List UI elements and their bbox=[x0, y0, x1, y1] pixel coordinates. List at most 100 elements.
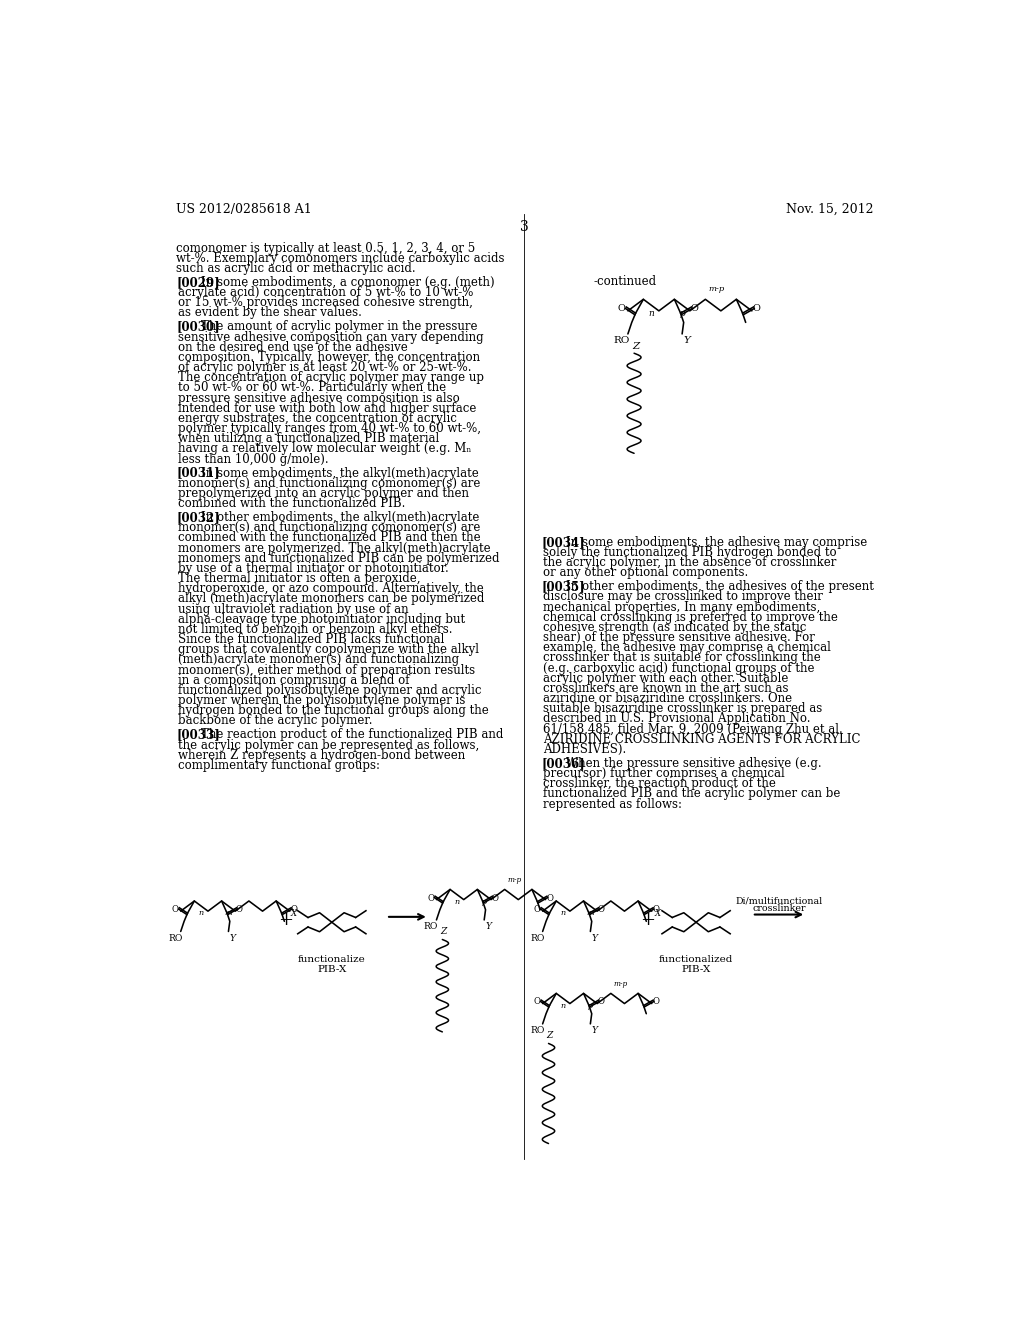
Text: crosslinker, the reaction product of the: crosslinker, the reaction product of the bbox=[543, 777, 775, 791]
Text: on the desired end use of the adhesive: on the desired end use of the adhesive bbox=[177, 341, 408, 354]
Text: The thermal initiator is often a peroxide,: The thermal initiator is often a peroxid… bbox=[177, 572, 420, 585]
Text: pressure sensitive adhesive composition is also: pressure sensitive adhesive composition … bbox=[177, 392, 460, 404]
Text: In some embodiments, the alkyl(meth)acrylate: In some embodiments, the alkyl(meth)acry… bbox=[201, 466, 478, 479]
Text: wherein Z represents a hydrogen-bond between: wherein Z represents a hydrogen-bond bet… bbox=[177, 748, 465, 762]
Text: wt-%. Exemplary comonomers include carboxylic acids: wt-%. Exemplary comonomers include carbo… bbox=[176, 252, 505, 265]
Text: polymer wherein the polyisobutylene polymer is: polymer wherein the polyisobutylene poly… bbox=[177, 694, 465, 708]
Text: monomers are polymerized. The alkyl(meth)acrylate: monomers are polymerized. The alkyl(meth… bbox=[177, 541, 490, 554]
Text: Z: Z bbox=[440, 927, 446, 936]
Text: 3: 3 bbox=[520, 220, 529, 234]
Text: X: X bbox=[655, 908, 660, 917]
Text: aziridine or bisaziridine crosslinkers. One: aziridine or bisaziridine crosslinkers. … bbox=[543, 692, 792, 705]
Text: as evident by the shear values.: as evident by the shear values. bbox=[177, 306, 361, 319]
Text: The reaction product of the functionalized PIB and: The reaction product of the functionaliz… bbox=[201, 729, 503, 742]
Text: RO: RO bbox=[168, 933, 182, 942]
Text: by use of a thermal initiator or photoinitiator.: by use of a thermal initiator or photoin… bbox=[177, 562, 449, 576]
Text: p: p bbox=[481, 898, 486, 906]
Text: p: p bbox=[679, 309, 685, 318]
Text: +: + bbox=[278, 911, 293, 929]
Text: n: n bbox=[455, 898, 460, 906]
Text: m-p: m-p bbox=[508, 876, 522, 884]
Text: suitable bisaziridine crosslinker is prepared as: suitable bisaziridine crosslinker is pre… bbox=[543, 702, 822, 715]
Text: m-p: m-p bbox=[709, 285, 725, 293]
Text: m-p: m-p bbox=[614, 979, 628, 987]
Text: n: n bbox=[199, 909, 204, 917]
Text: O: O bbox=[690, 304, 698, 313]
Text: solely the functionalized PIB hydrogen bonded to: solely the functionalized PIB hydrogen b… bbox=[543, 546, 837, 558]
Text: O: O bbox=[534, 998, 541, 1006]
Text: ADHESIVES).: ADHESIVES). bbox=[543, 743, 626, 756]
Text: The concentration of acrylic polymer may range up: The concentration of acrylic polymer may… bbox=[177, 371, 483, 384]
Text: O: O bbox=[546, 894, 553, 903]
Text: functionalize
PIB-X: functionalize PIB-X bbox=[298, 954, 366, 974]
Text: crosslinker that is suitable for crosslinking the: crosslinker that is suitable for crossli… bbox=[543, 651, 820, 664]
Text: combined with the functionalized PIB.: combined with the functionalized PIB. bbox=[177, 498, 404, 510]
Text: (meth)acrylate monomer(s) and functionalizing: (meth)acrylate monomer(s) and functional… bbox=[177, 653, 459, 667]
Text: n: n bbox=[560, 1002, 565, 1010]
Text: O: O bbox=[236, 906, 243, 913]
Text: monomer(s) and functionalizing comonomer(s) are: monomer(s) and functionalizing comonomer… bbox=[177, 521, 480, 535]
Text: O: O bbox=[291, 906, 297, 913]
Text: hydrogen bonded to the functional groups along the: hydrogen bonded to the functional groups… bbox=[177, 704, 488, 717]
Text: AZIRIDINE CROSSLINKING AGENTS FOR ACRYLIC: AZIRIDINE CROSSLINKING AGENTS FOR ACRYLI… bbox=[543, 733, 860, 746]
Text: O: O bbox=[492, 894, 499, 903]
Text: O: O bbox=[598, 906, 605, 913]
Text: Z: Z bbox=[546, 1031, 553, 1040]
Text: Y: Y bbox=[229, 933, 236, 942]
Text: In some embodiments, a comonomer (e.g. (meth): In some embodiments, a comonomer (e.g. (… bbox=[201, 276, 495, 289]
Text: combined with the functionalized PIB and then the: combined with the functionalized PIB and… bbox=[177, 532, 480, 544]
Text: sensitive adhesive composition can vary depending: sensitive adhesive composition can vary … bbox=[177, 330, 483, 343]
Text: of acrylic polymer is at least 20 wt-% or 25-wt-%.: of acrylic polymer is at least 20 wt-% o… bbox=[177, 362, 471, 374]
Text: composition. Typically, however, the concentration: composition. Typically, however, the con… bbox=[177, 351, 479, 364]
Text: represented as follows:: represented as follows: bbox=[543, 797, 682, 810]
Text: [0030]: [0030] bbox=[176, 321, 220, 334]
Text: O: O bbox=[617, 304, 626, 313]
Text: such as acrylic acid or methacrylic acid.: such as acrylic acid or methacrylic acid… bbox=[176, 261, 416, 275]
Text: the acrylic polymer, in the absence of crosslinker: the acrylic polymer, in the absence of c… bbox=[543, 556, 836, 569]
Text: p: p bbox=[588, 1002, 593, 1010]
Text: prepolymerized into an acrylic polymer and then: prepolymerized into an acrylic polymer a… bbox=[177, 487, 469, 500]
Text: monomer(s) and functionalizing comonomer(s) are: monomer(s) and functionalizing comonomer… bbox=[177, 477, 480, 490]
Text: n: n bbox=[648, 309, 654, 318]
Text: functionalized polyisobutylene polymer and acrylic: functionalized polyisobutylene polymer a… bbox=[177, 684, 481, 697]
Text: Di/multifunctional: Di/multifunctional bbox=[735, 896, 822, 906]
Text: In some embodiments, the adhesive may comprise: In some embodiments, the adhesive may co… bbox=[566, 536, 867, 549]
Text: The amount of acrylic polymer in the pressure: The amount of acrylic polymer in the pre… bbox=[201, 321, 477, 334]
Text: Y: Y bbox=[592, 1026, 597, 1035]
Text: precursor) further comprises a chemical: precursor) further comprises a chemical bbox=[543, 767, 784, 780]
Text: Y: Y bbox=[485, 921, 492, 931]
Text: [0036]: [0036] bbox=[541, 756, 585, 770]
Text: X: X bbox=[291, 908, 297, 917]
Text: (e.g. carboxylic acid) functional groups of the: (e.g. carboxylic acid) functional groups… bbox=[543, 661, 814, 675]
Text: mechanical properties. In many embodiments,: mechanical properties. In many embodimen… bbox=[543, 601, 820, 614]
Text: O: O bbox=[652, 906, 659, 913]
Text: alkyl (meth)acrylate monomers can be polymerized: alkyl (meth)acrylate monomers can be pol… bbox=[177, 593, 484, 606]
Text: When the pressure sensitive adhesive (e.g.: When the pressure sensitive adhesive (e.… bbox=[566, 756, 821, 770]
Text: less than 10,000 g/mole).: less than 10,000 g/mole). bbox=[177, 453, 329, 466]
Text: RO: RO bbox=[530, 1026, 545, 1035]
Text: O: O bbox=[427, 894, 434, 903]
Text: In other embodiments, the adhesives of the present: In other embodiments, the adhesives of t… bbox=[566, 581, 873, 593]
Text: complimentary functional groups:: complimentary functional groups: bbox=[177, 759, 380, 772]
Text: example, the adhesive may comprise a chemical: example, the adhesive may comprise a che… bbox=[543, 642, 830, 655]
Text: [0034]: [0034] bbox=[541, 536, 585, 549]
Text: +: + bbox=[640, 911, 654, 929]
Text: In other embodiments, the alkyl(meth)acrylate: In other embodiments, the alkyl(meth)acr… bbox=[201, 511, 479, 524]
Text: Since the functionalized PIB lacks functional: Since the functionalized PIB lacks funct… bbox=[177, 634, 444, 645]
Text: Nov. 15, 2012: Nov. 15, 2012 bbox=[786, 203, 873, 216]
Text: O: O bbox=[534, 906, 541, 913]
Text: crosslinkers are known in the art such as: crosslinkers are known in the art such a… bbox=[543, 682, 788, 694]
Text: backbone of the acrylic polymer.: backbone of the acrylic polymer. bbox=[177, 714, 372, 727]
Text: [0031]: [0031] bbox=[176, 466, 220, 479]
Text: m: m bbox=[224, 909, 232, 917]
Text: functionalized PIB and the acrylic polymer can be: functionalized PIB and the acrylic polym… bbox=[543, 787, 840, 800]
Text: 61/158,485, filed Mar. 9, 2009 (Peiwang Zhu et al.: 61/158,485, filed Mar. 9, 2009 (Peiwang … bbox=[543, 722, 843, 735]
Text: in a composition comprising a blend of: in a composition comprising a blend of bbox=[177, 673, 410, 686]
Text: Z: Z bbox=[632, 342, 639, 351]
Text: [0033]: [0033] bbox=[176, 729, 220, 742]
Text: US 2012/0285618 A1: US 2012/0285618 A1 bbox=[176, 203, 311, 216]
Text: [0032]: [0032] bbox=[176, 511, 220, 524]
Text: monomer(s), either method of preparation results: monomer(s), either method of preparation… bbox=[177, 664, 475, 677]
Text: -continued: -continued bbox=[593, 276, 656, 289]
Text: RO: RO bbox=[613, 337, 630, 346]
